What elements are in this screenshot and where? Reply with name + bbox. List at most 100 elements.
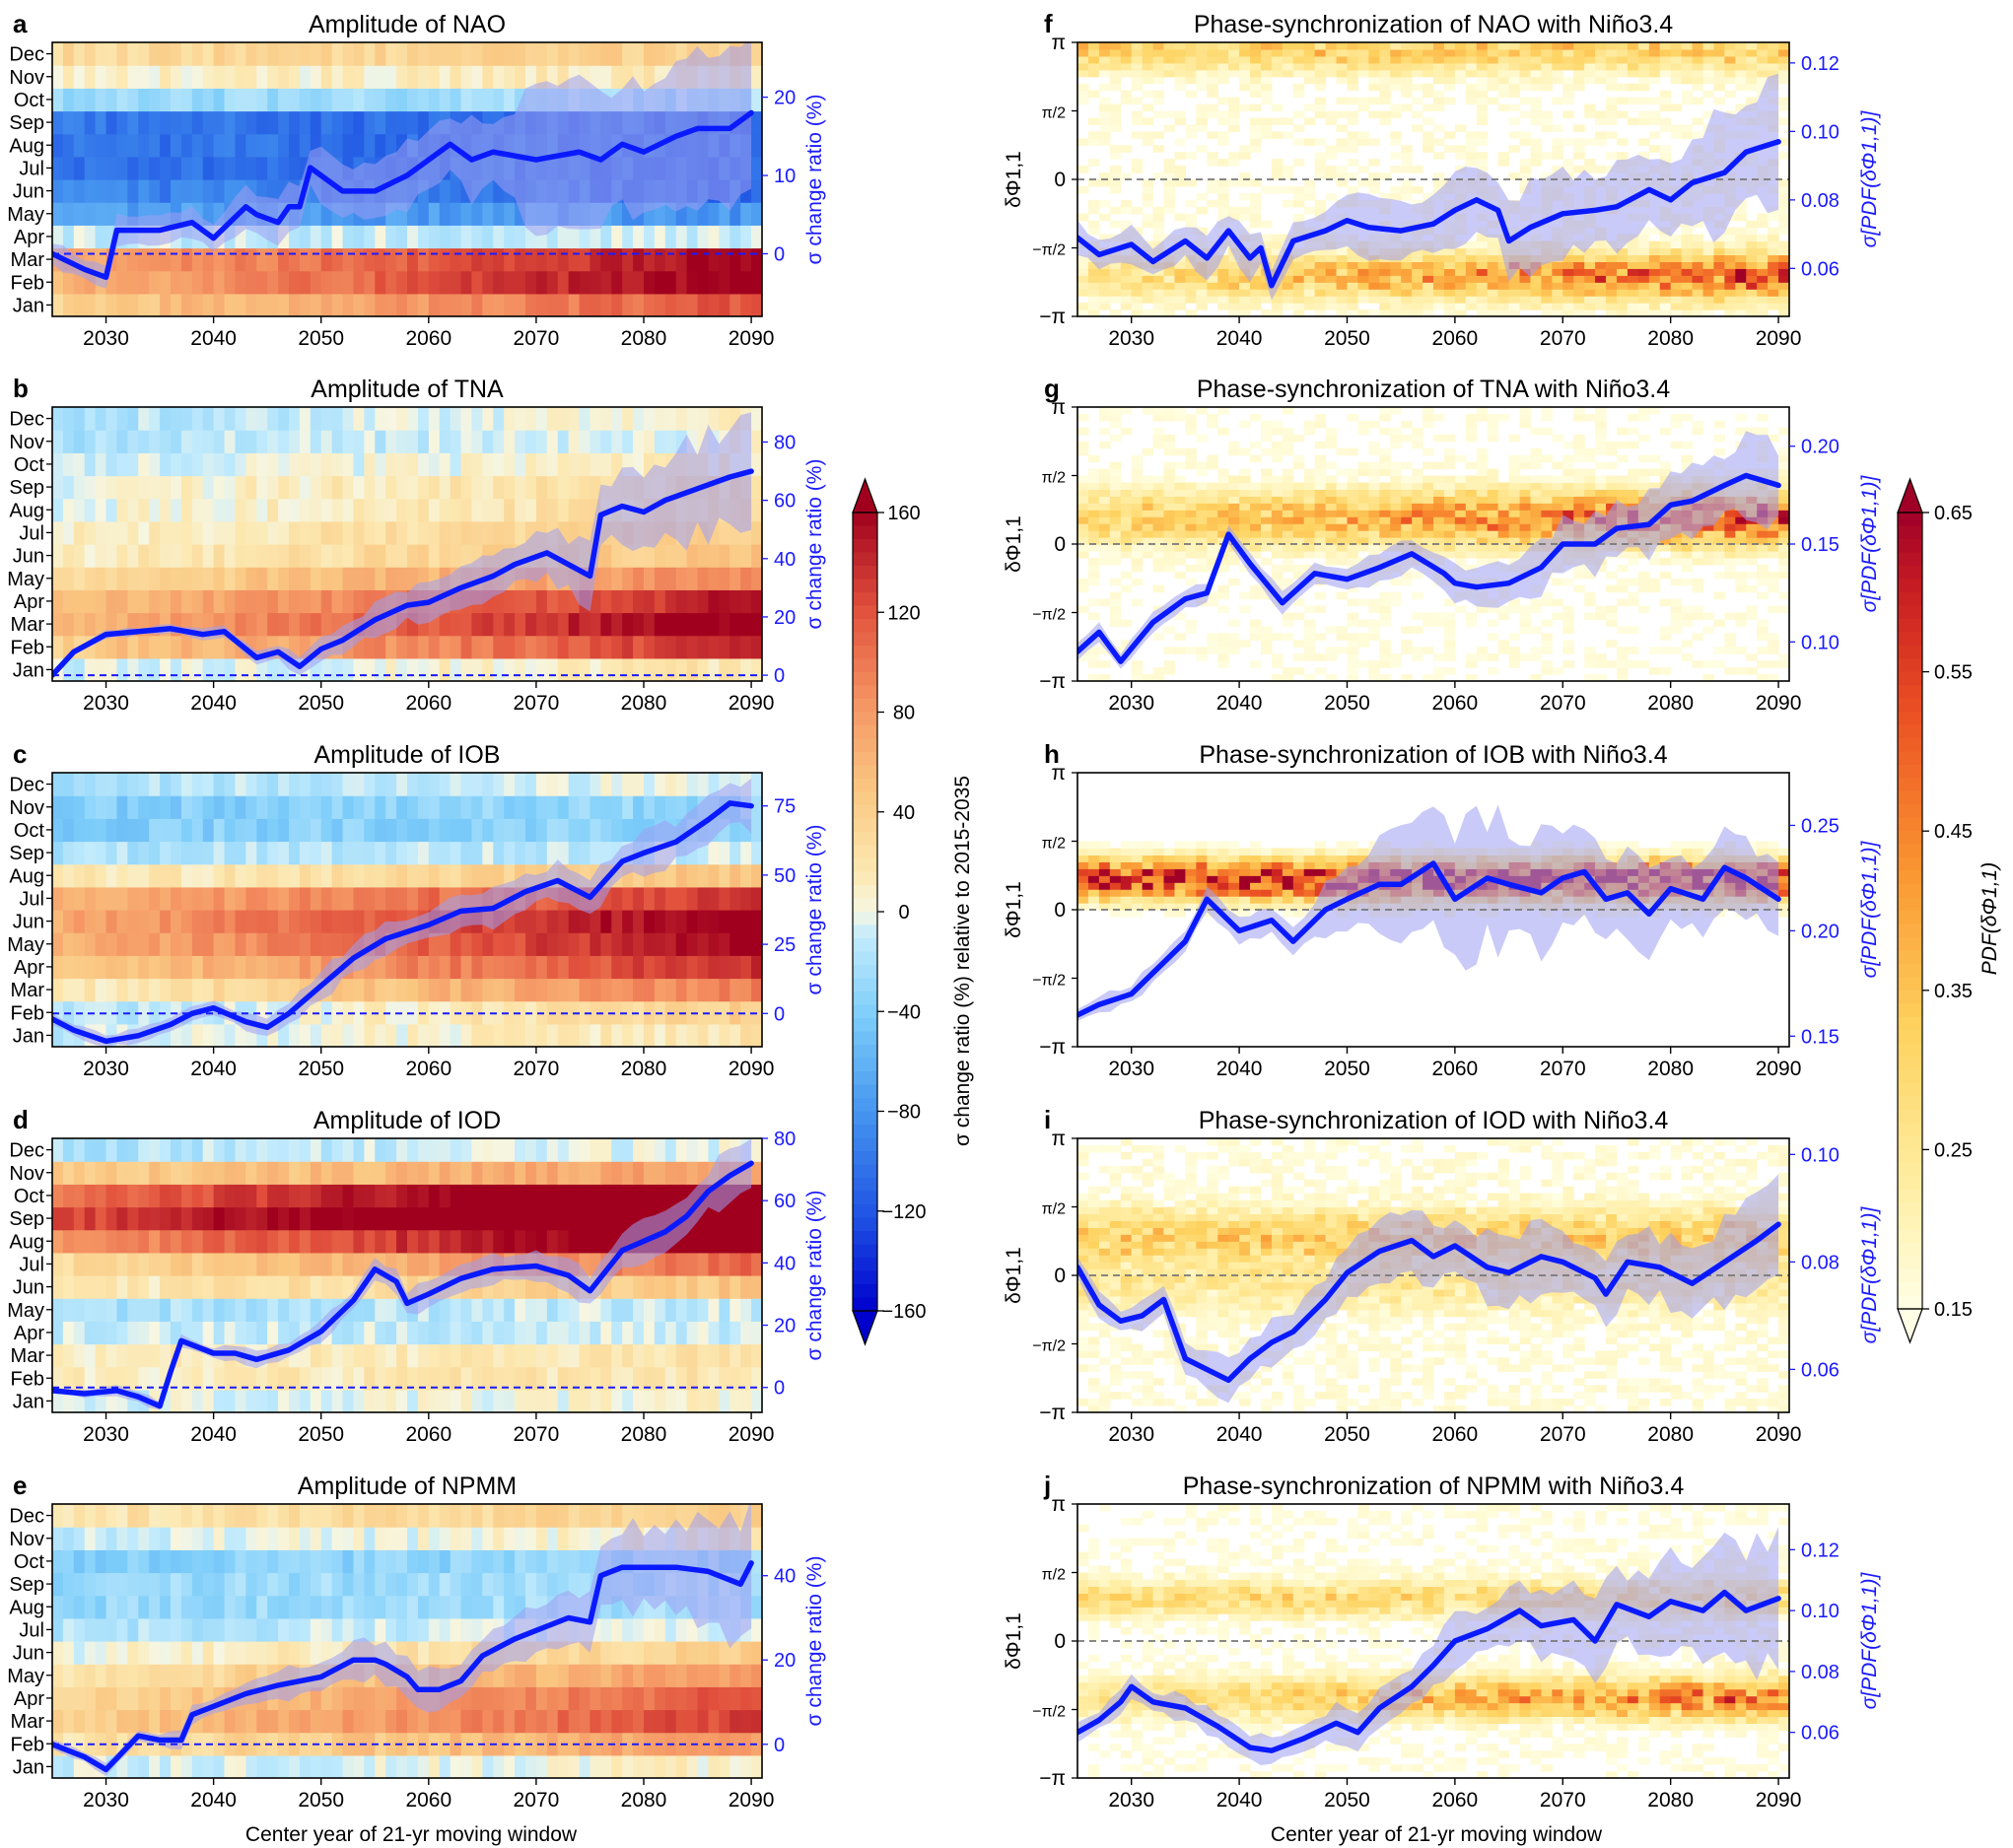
heatmap-cell: [600, 773, 612, 796]
heatmap-cell: [278, 1184, 290, 1208]
heatmap-cell: [654, 955, 666, 980]
heatmap-cell: [1713, 282, 1725, 290]
heatmap-cell: [245, 932, 257, 956]
heatmap-cell: [633, 1664, 645, 1687]
heatmap-cell: [460, 1229, 473, 1254]
heatmap-cell: [439, 863, 451, 888]
heatmap-cell: [1433, 289, 1445, 297]
heatmap-cell: [62, 1389, 75, 1412]
heatmap-cell: [1595, 303, 1607, 310]
heatmap-cell: [600, 657, 612, 681]
heatmap-cell: [235, 863, 246, 888]
heatmap-cell: [310, 1343, 322, 1368]
heatmap-cell: [460, 407, 473, 431]
heatmap-cell: [62, 110, 75, 135]
heatmap-cell: [504, 430, 516, 453]
heatmap-cell: [396, 1595, 408, 1619]
heatmap-cell: [471, 1389, 483, 1412]
heatmap-cell: [407, 886, 419, 911]
heatmap-cell: [320, 520, 333, 545]
heatmap-cell: [256, 886, 268, 911]
heatmap-cell: [84, 1138, 97, 1162]
panel-letter: e: [13, 1471, 27, 1500]
heatmap-cell: [546, 1641, 559, 1665]
heatmap-cell: [385, 1161, 397, 1185]
heatmap-cell: [1595, 296, 1607, 304]
heatmap-cell: [1087, 261, 1100, 269]
heatmap-cell: [460, 1641, 473, 1665]
heatmap-cell: [1142, 282, 1154, 290]
heatmap-cell: [686, 886, 699, 911]
heatmap-cell: [84, 1161, 97, 1185]
heatmap-cell: [138, 1641, 150, 1665]
heatmap-cell: [1637, 254, 1650, 262]
heatmap-cell: [1519, 289, 1532, 297]
heatmap-cell: [256, 818, 268, 843]
heatmap-cell: [504, 1732, 516, 1756]
heatmap-cell: [546, 657, 559, 681]
heatmap-cell: [644, 589, 656, 614]
heatmap-cell: [105, 1161, 118, 1185]
heatmap-cell: [160, 452, 172, 477]
heatmap-cell: [364, 1754, 376, 1778]
heatmap-cell: [138, 932, 150, 956]
heatmap-cell: [256, 589, 268, 614]
heatmap-cell: [1120, 303, 1133, 310]
heatmap-cell: [202, 407, 215, 431]
heatmap-cell: [191, 1321, 204, 1345]
heatmap-cell: [105, 1275, 118, 1299]
heatmap-cell: [622, 225, 634, 249]
heatmap-cell: [278, 88, 290, 112]
heatmap-cell: [84, 612, 97, 637]
heatmap-cell: [375, 1023, 386, 1047]
heatmap-cell: [1735, 289, 1747, 297]
heatmap-cell: [213, 635, 226, 659]
heatmap-cell: [568, 225, 581, 249]
heatmap-cell: [267, 932, 279, 956]
heatmap-cell: [1412, 289, 1423, 297]
heatmap-cell: [213, 1709, 226, 1734]
heatmap-cell: [224, 1504, 237, 1528]
heatmap-cell: [289, 520, 301, 545]
heatmap-cell: [73, 567, 86, 590]
heatmap-cell: [450, 773, 462, 796]
heatmap-cell: [1314, 261, 1327, 269]
heatmap-cell: [450, 932, 462, 956]
heatmap-cell: [1401, 254, 1413, 262]
heatmap-cell: [1433, 268, 1445, 276]
heatmap-cell: [515, 1527, 526, 1550]
heatmap-cell: [535, 841, 548, 865]
heatmap-cell: [116, 293, 128, 316]
heatmap-cell: [751, 452, 762, 477]
heatmap-cell: [385, 635, 397, 659]
heatmap-cell: [1497, 282, 1510, 290]
heatmap-cell: [320, 293, 333, 316]
heatmap-cell: [364, 657, 376, 681]
heatmap-cell: [127, 1549, 139, 1574]
heatmap-cell: [439, 1023, 451, 1047]
heatmap-cell: [633, 1343, 645, 1368]
heatmap-cell: [1443, 254, 1456, 262]
heatmap-cell: [224, 520, 237, 545]
heatmap-cell: [557, 1504, 570, 1528]
heatmap-cell: [95, 156, 107, 180]
heatmap-cell: [105, 202, 118, 226]
heatmap-cell: [342, 1161, 355, 1185]
heatmap-cell: [546, 635, 559, 659]
heatmap-cell: [1541, 309, 1553, 316]
heatmap-cell: [52, 795, 64, 819]
heatmap-cell: [515, 520, 526, 545]
heatmap-cell: [116, 1298, 128, 1322]
heatmap-cell: [149, 1572, 161, 1597]
heatmap-cell: [1595, 275, 1607, 283]
heatmap-cell: [1681, 254, 1694, 262]
heatmap-cell: [235, 1161, 246, 1185]
heatmap-cell: [310, 841, 322, 865]
heatmap-cell: [482, 841, 494, 865]
heatmap-cell: [84, 635, 97, 659]
heatmap-cell: [52, 1595, 64, 1619]
heatmap-cell: [600, 1754, 612, 1778]
heatmap-cell: [62, 407, 75, 431]
heatmap-cell: [493, 247, 505, 272]
heatmap-cell: [256, 1366, 268, 1391]
